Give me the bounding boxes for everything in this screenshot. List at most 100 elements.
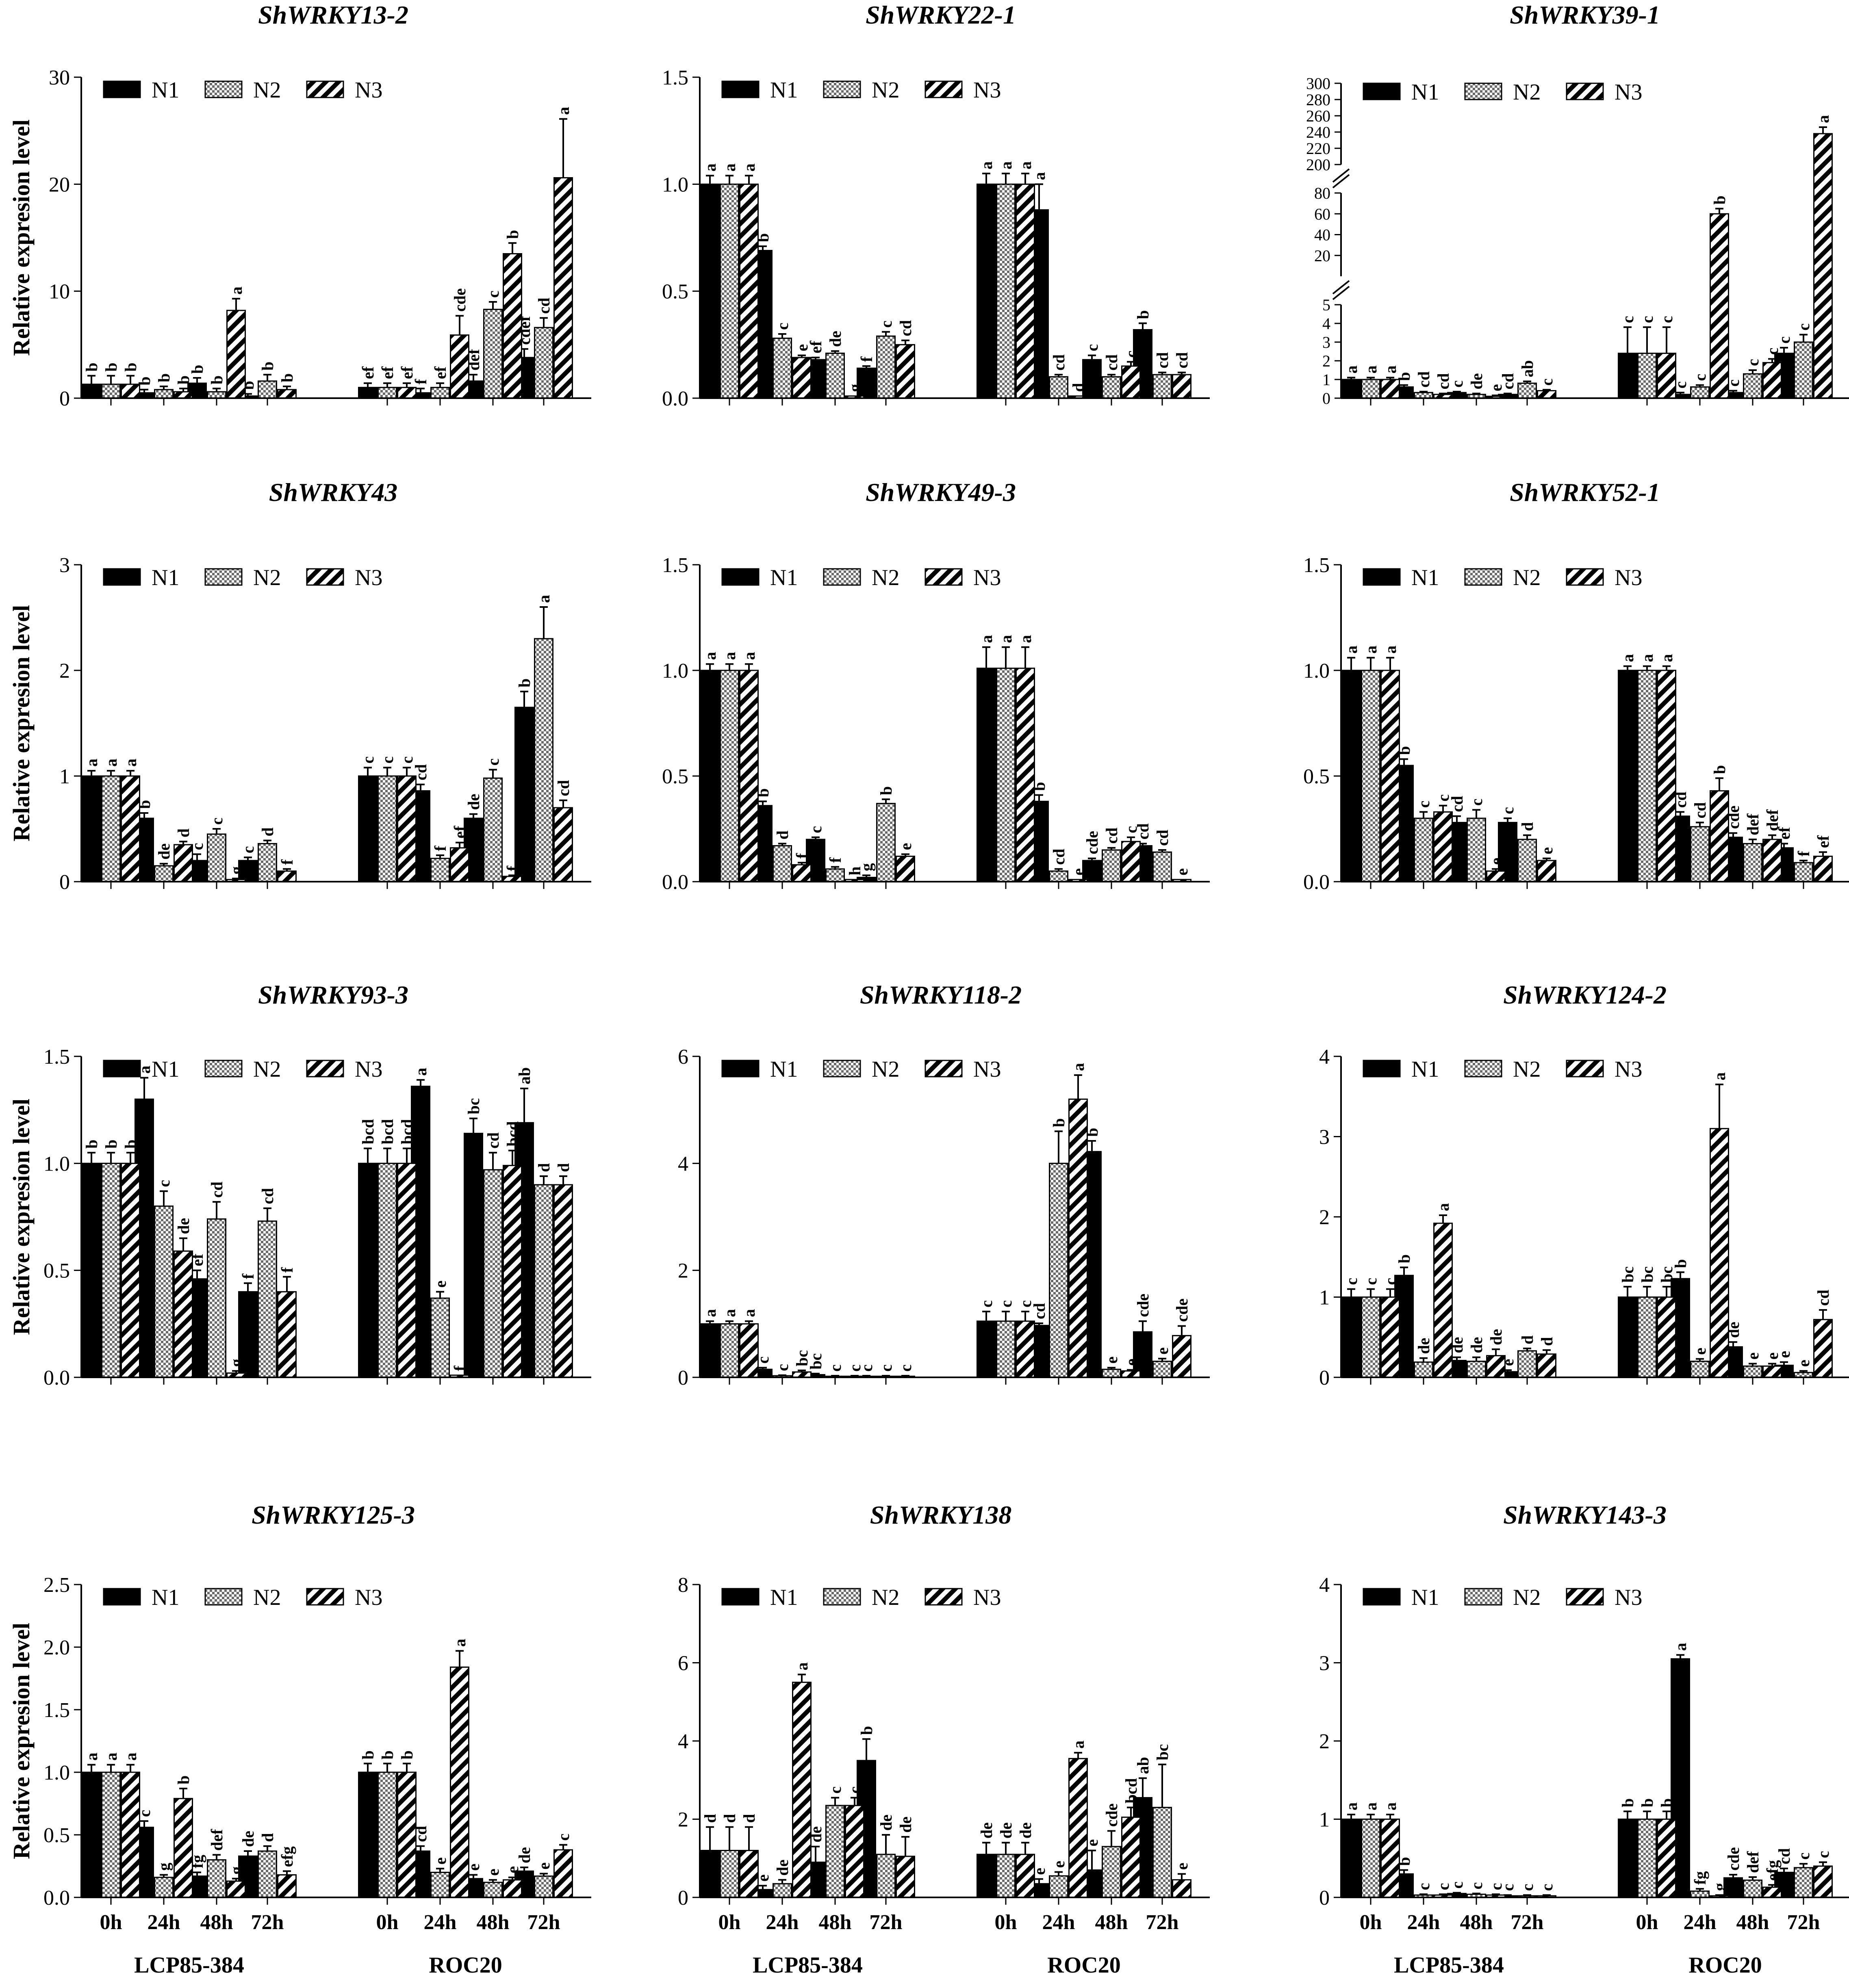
significance-letter: e — [1122, 1359, 1140, 1366]
bar-n2-roc-24h — [1049, 870, 1068, 882]
significance-letter: c — [1518, 1884, 1536, 1891]
significance-letter: de — [997, 1822, 1015, 1838]
bar-n3-lcp-24h — [174, 844, 193, 882]
bar-n2-roc-72h — [1794, 341, 1813, 399]
significance-letter: a — [977, 161, 996, 169]
significance-letter: c — [1434, 794, 1452, 802]
significance-letter: c — [773, 1364, 792, 1371]
bar-n3-lcp-24h — [1433, 1223, 1453, 1378]
significance-letter: ab — [1134, 1757, 1152, 1774]
bar-n2-roc-72h — [1152, 1807, 1172, 1898]
bar-n2-roc-48h — [1743, 1365, 1762, 1378]
bar-n3-lcp-0h — [739, 670, 759, 882]
y-axis-label: Relative expresion level — [8, 1623, 35, 1859]
significance-letter: cd — [1050, 354, 1068, 371]
significance-letter: c — [378, 756, 397, 763]
bar-n3-roc-0h — [397, 1162, 417, 1378]
y-tick-label: 0 — [59, 871, 70, 894]
legend-label-n1: N1 — [1411, 1057, 1439, 1082]
significance-letter: a — [227, 286, 245, 295]
y-tick-label: 1.5 — [43, 1699, 70, 1722]
significance-letter: cd — [1691, 802, 1709, 818]
significance-letter: e — [431, 1857, 449, 1864]
bar-n3-roc-72h — [553, 1184, 573, 1378]
significance-letter: b — [1658, 1798, 1676, 1807]
bar-n1-lcp-0h — [82, 775, 101, 882]
bar-n1-roc-0h — [1618, 353, 1637, 399]
bar-n3-roc-24h — [450, 334, 469, 399]
significance-letter: c — [1362, 1278, 1380, 1285]
bar-n1-lcp-0h — [1341, 1296, 1361, 1378]
significance-letter: a — [82, 759, 101, 767]
bar-n2-roc-48h — [483, 1882, 503, 1898]
bar-n2-lcp-72h — [258, 1221, 277, 1378]
bar-n3-roc-24h — [1710, 1128, 1729, 1378]
legend-swatch-n3 — [924, 1588, 963, 1606]
bar-n3-lcp-24h — [792, 357, 812, 399]
bar-n1-roc-0h — [977, 183, 996, 399]
bar-n3-roc-72h — [1813, 133, 1833, 399]
chart-title: ShWRKY143-3 — [1503, 1500, 1667, 1529]
bar-n3-lcp-24h — [174, 1798, 193, 1898]
significance-letter: b — [278, 373, 296, 382]
x-tick-label: 0h — [1360, 1911, 1382, 1934]
significance-letter: c — [1658, 316, 1676, 323]
x-tick-label: 72h — [251, 1911, 284, 1934]
significance-letter: de — [977, 1822, 996, 1838]
cultivar-label: LCP85-384 — [1394, 1953, 1504, 1978]
bar-n2-lcp-24h — [1414, 392, 1433, 399]
x-tick-label: 0h — [100, 1911, 122, 1934]
significance-letter: cd — [1050, 849, 1068, 865]
significance-letter: b — [1671, 1259, 1690, 1268]
significance-letter: c — [208, 817, 226, 825]
significance-letter: b — [174, 1776, 193, 1784]
bar-n2-lcp-48h — [207, 1859, 226, 1898]
chart-title: ShWRKY52-1 — [1510, 478, 1660, 507]
y-tick-label: 5 — [1322, 296, 1330, 314]
significance-letter: a — [122, 759, 140, 767]
bar-n2-roc-48h — [483, 1169, 503, 1378]
bar-n3-roc-48h — [503, 253, 522, 399]
significance-letter: a — [1016, 161, 1035, 169]
y-tick-label: 1.5 — [43, 1045, 70, 1069]
significance-letter: c — [1795, 1852, 1813, 1860]
legend-label-n2: N2 — [872, 1057, 899, 1082]
bar-n2-roc-48h — [1743, 843, 1762, 882]
x-tick-label: 24h — [766, 1911, 799, 1934]
y-axis-label: Relative expresion level — [8, 119, 35, 356]
bar-n3-lcp-24h — [1433, 811, 1453, 882]
bar-n2-lcp-0h — [720, 670, 739, 882]
y-tick-label: 1.5 — [662, 554, 688, 577]
legend-label-n3: N3 — [1615, 565, 1642, 590]
bar-n2-roc-48h — [1743, 1880, 1762, 1898]
significance-letter: bc — [1638, 1266, 1656, 1283]
legend-swatch-n2 — [823, 568, 861, 586]
legend-label-n3: N3 — [355, 565, 382, 590]
significance-letter: cd — [1448, 796, 1466, 812]
legend-label-n2: N2 — [1513, 80, 1541, 105]
legend-swatch-n2 — [204, 80, 243, 98]
legend-swatch-n2 — [204, 568, 243, 586]
y-tick-label: 0.0 — [1303, 871, 1330, 894]
significance-letter: b — [398, 1750, 416, 1759]
chart-title: ShWRKY118-2 — [860, 980, 1022, 1009]
bar-n2-roc-24h — [1690, 826, 1710, 882]
x-tick-label: 24h — [148, 1911, 180, 1934]
legend-swatch-n3 — [924, 80, 963, 98]
bar-n3-lcp-72h — [896, 1856, 915, 1898]
legend-swatch-n1 — [1363, 1588, 1401, 1606]
significance-letter: de — [826, 331, 844, 347]
chart-panel: ShWRKY93-3 Relative expresion level 0.0 0.5… — [8, 980, 591, 1390]
significance-letter: ef — [398, 366, 416, 379]
bar-n2-lcp-24h — [773, 338, 792, 399]
bar-n1-roc-0h — [977, 1320, 996, 1378]
bar-n1-roc-48h — [1082, 359, 1102, 399]
cultivar-label: ROC20 — [1047, 1953, 1120, 1978]
significance-letter: a — [1342, 365, 1361, 373]
legend-label-n2: N2 — [253, 78, 281, 103]
bar-n2-lcp-24h — [773, 1883, 792, 1898]
legend-label-n1: N1 — [770, 78, 798, 103]
significance-letter: a — [1710, 1072, 1729, 1080]
